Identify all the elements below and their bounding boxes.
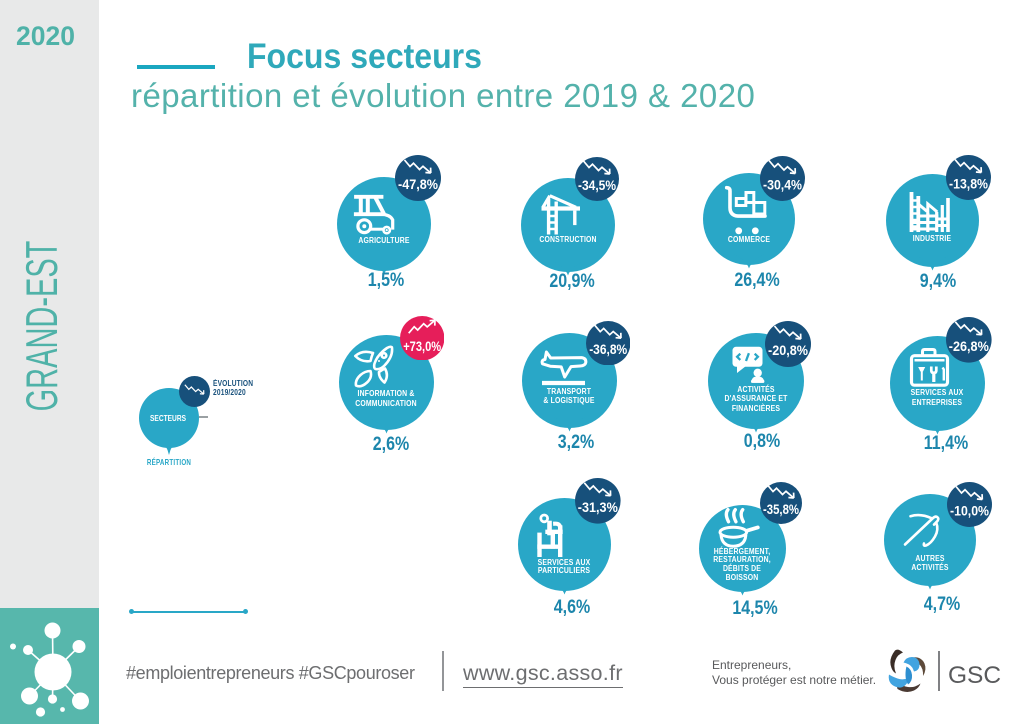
svg-text:+73,0%: +73,0% (403, 338, 441, 354)
svg-text:-31,3%: -31,3% (578, 499, 618, 515)
svg-text:-26,8%: -26,8% (949, 338, 989, 354)
svg-text:-34,5%: -34,5% (578, 177, 616, 193)
svg-text:-36,8%: -36,8% (589, 341, 627, 357)
svg-text:-47,8%: -47,8% (398, 176, 438, 192)
svg-text:SECTEURS: SECTEURS (150, 413, 186, 423)
svg-text:-30,4%: -30,4% (763, 176, 802, 192)
svg-text:-20,8%: -20,8% (768, 342, 808, 358)
svg-text:-35,8%: -35,8% (763, 501, 799, 517)
svg-text:-10,0%: -10,0% (950, 502, 989, 518)
svg-text:-13,8%: -13,8% (949, 175, 988, 191)
